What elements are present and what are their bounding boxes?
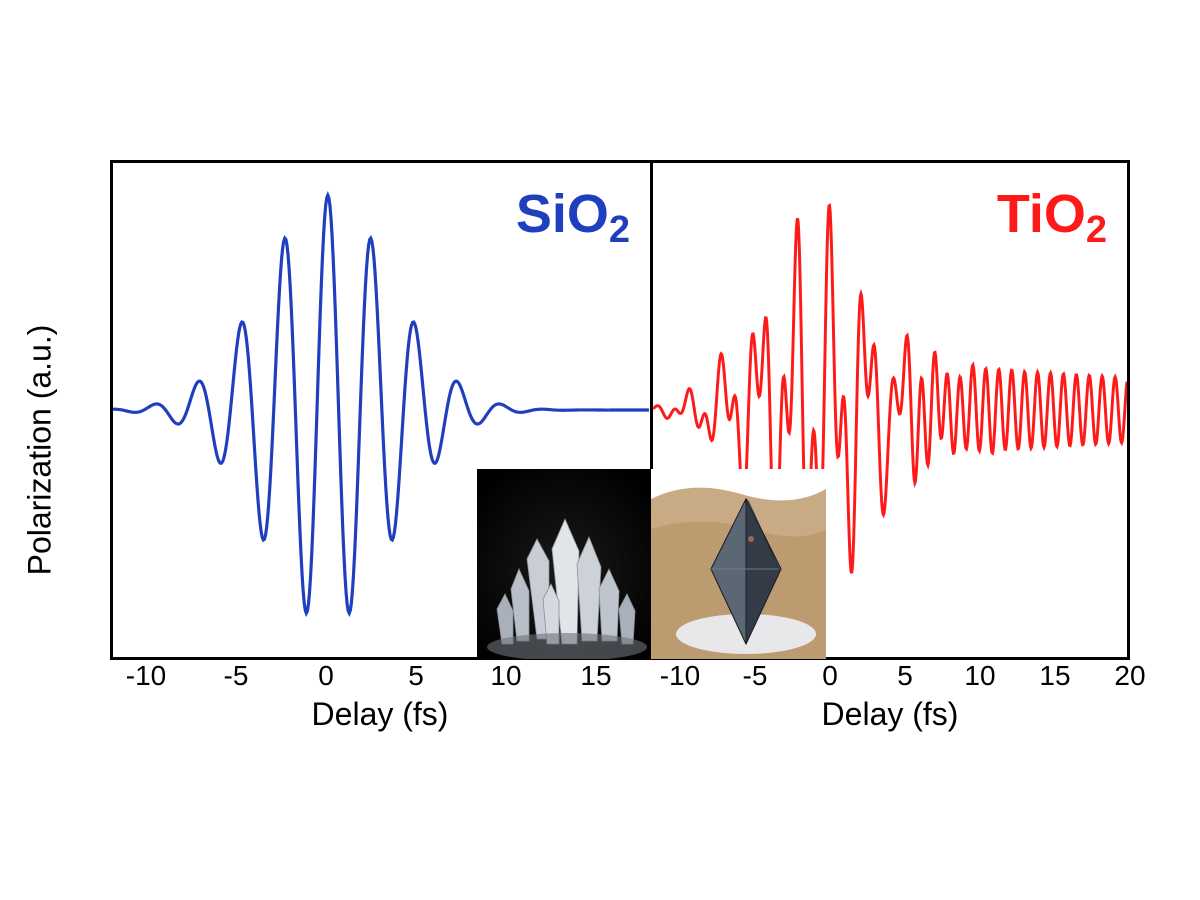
panel-row: SiO2 bbox=[110, 160, 1130, 660]
quartz-inset bbox=[477, 469, 652, 659]
x-tick: 0 bbox=[318, 660, 334, 692]
sio2-title: SiO2 bbox=[516, 183, 630, 245]
y-axis-label: Polarization (a.u.) bbox=[22, 325, 59, 576]
sio2-xlabel: Delay (fs) bbox=[312, 696, 449, 733]
x-tick: 15 bbox=[580, 660, 611, 692]
x-tick: 5 bbox=[897, 660, 913, 692]
figure: Polarization (a.u.) SiO2 bbox=[50, 140, 1150, 760]
panel-tio2: TiO2 bbox=[650, 160, 1130, 660]
x-tick: -10 bbox=[660, 660, 700, 692]
x-tick: 10 bbox=[964, 660, 995, 692]
x-tick: 5 bbox=[408, 660, 424, 692]
sio2-xaxis: Delay (fs) -10 -5 0 5 10 15 bbox=[110, 660, 650, 740]
panel-sio2: SiO2 bbox=[110, 160, 650, 660]
quartz-crystal-icon bbox=[477, 469, 652, 659]
anatase-inset bbox=[651, 469, 826, 659]
x-tick: 15 bbox=[1039, 660, 1070, 692]
x-tick: -10 bbox=[126, 660, 166, 692]
tio2-xlabel: Delay (fs) bbox=[822, 696, 959, 733]
x-tick: 0 bbox=[822, 660, 838, 692]
x-tick: 10 bbox=[490, 660, 521, 692]
x-tick: 20 bbox=[1114, 660, 1145, 692]
x-tick: -5 bbox=[743, 660, 768, 692]
anatase-crystal-icon bbox=[651, 469, 826, 659]
tio2-title: TiO2 bbox=[997, 183, 1107, 245]
x-axis-row: Delay (fs) -10 -5 0 5 10 15 Delay (fs) -10 -5 0… bbox=[110, 660, 1130, 740]
x-tick: -5 bbox=[224, 660, 249, 692]
tio2-xaxis: Delay (fs) -10-505101520 bbox=[650, 660, 1130, 740]
